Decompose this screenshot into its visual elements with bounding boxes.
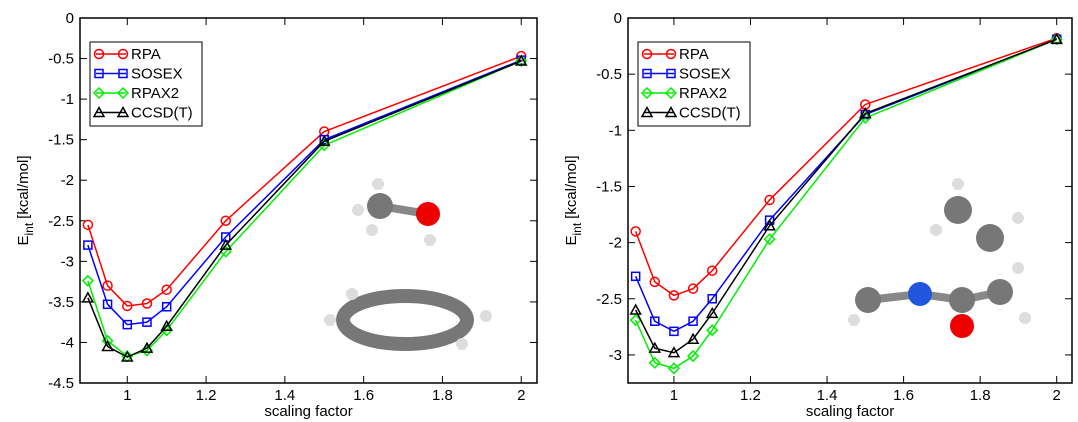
x-tick-label: 1 bbox=[670, 387, 678, 404]
y-tick-label: -4.5 bbox=[48, 375, 74, 392]
y-tick-label: -3 bbox=[61, 253, 74, 270]
legend-label: SOSEX bbox=[679, 66, 731, 83]
y-tick-label: -3 bbox=[609, 347, 622, 364]
y-tick-label: -1 bbox=[61, 91, 74, 108]
y-tick-label: -1 bbox=[609, 122, 622, 139]
y-tick-label: -0.5 bbox=[596, 66, 622, 83]
y-tick-label: -2 bbox=[61, 172, 74, 189]
x-tick-label: 1.4 bbox=[817, 387, 838, 404]
legend-label: SOSEX bbox=[131, 66, 183, 83]
y-tick-label: 0 bbox=[66, 10, 74, 27]
y-axis-label-sub: int bbox=[570, 222, 584, 235]
x-tick-label: 1.6 bbox=[353, 387, 374, 404]
molecule-right bbox=[848, 178, 1031, 338]
y-axis-label-sub: int bbox=[22, 222, 36, 235]
x-tick-label: 1.4 bbox=[274, 387, 295, 404]
y-axis-label: Eint [kcal/mol] bbox=[15, 155, 36, 245]
legend-label: RPAX2 bbox=[679, 85, 727, 102]
legend-label: CCSD(T) bbox=[131, 105, 193, 122]
x-axis-label: scaling factor bbox=[264, 403, 352, 420]
marker bbox=[631, 305, 641, 314]
y-tick-label: 0 bbox=[614, 10, 622, 27]
y-tick-label: -1.5 bbox=[48, 132, 74, 149]
x-tick-label: 1.2 bbox=[196, 387, 217, 404]
y-tick-label: -3.5 bbox=[48, 294, 74, 311]
x-tick-label: 1.8 bbox=[432, 387, 453, 404]
x-tick-label: 2 bbox=[1053, 387, 1061, 404]
y-tick-label: -4 bbox=[61, 334, 74, 351]
legend-label: RPAX2 bbox=[131, 85, 179, 102]
y-tick-label: -1.5 bbox=[596, 178, 622, 195]
legend-label: RPA bbox=[679, 46, 709, 63]
x-tick-label: 1.8 bbox=[970, 387, 991, 404]
y-axis-label-main: E bbox=[15, 236, 32, 246]
x-tick-label: 1 bbox=[123, 387, 131, 404]
y-axis-label: Eint [kcal/mol] bbox=[563, 155, 584, 245]
y-tick-label: -2.5 bbox=[596, 291, 622, 308]
x-tick-label: 1.2 bbox=[740, 387, 761, 404]
figure: -4.5 -4 -3.5 -3 -2.5 -2 -1.5 -1 -0.5 0 1 1.2 1.4 1.6 1… bbox=[0, 0, 1078, 422]
y-axis-label-unit: [kcal/mol] bbox=[15, 155, 32, 218]
x-axis-label: scaling factor bbox=[806, 403, 894, 420]
x-tick-label: 1.6 bbox=[893, 387, 914, 404]
marker bbox=[83, 293, 93, 302]
y-tick-label: -0.5 bbox=[48, 51, 74, 68]
y-tick-label: -2 bbox=[609, 235, 622, 252]
x-tick-label: 2 bbox=[517, 387, 525, 404]
y-tick-label: -2.5 bbox=[48, 213, 74, 230]
y-axis-label-unit: [kcal/mol] bbox=[563, 155, 580, 218]
y-axis-label-main: E bbox=[563, 236, 580, 246]
molecule-left bbox=[324, 178, 492, 350]
legend-label: RPA bbox=[131, 46, 161, 63]
legend-label: CCSD(T) bbox=[679, 105, 741, 122]
